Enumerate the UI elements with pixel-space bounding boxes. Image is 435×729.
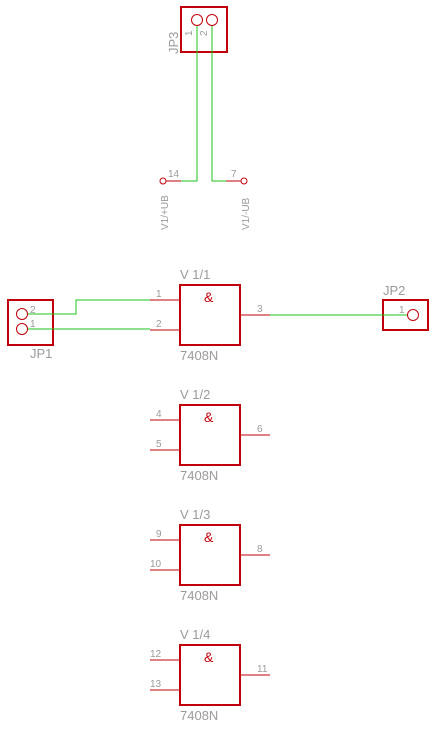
wire-jp3-vcc[interactable]	[180, 26, 198, 182]
jp3-pin-1-number: 1	[184, 30, 195, 36]
vcc-pad[interactable]	[159, 177, 167, 185]
gate-v1-1-symbol: &	[204, 289, 214, 305]
gate-v1-4-pin-in2: 13	[150, 679, 162, 690]
gate-v1-1[interactable]: & 1 2 3 V 1/1 7408N	[150, 267, 270, 363]
gate-v1-4[interactable]: & 12 13 11 V 1/4 7408N	[150, 627, 270, 723]
gnd-label: V1/-UB	[241, 197, 252, 230]
jp3-pad-1[interactable]	[191, 14, 203, 26]
power-pin-vcc[interactable]: 14 V1/+UB	[159, 169, 181, 230]
jp1-pad-2[interactable]	[16, 308, 28, 320]
gate-v1-4-name: V 1/4	[180, 627, 210, 642]
gate-v1-3-pin-in1: 9	[156, 529, 162, 540]
gate-v1-2-value: 7408N	[180, 468, 218, 483]
jp2-label: JP2	[383, 283, 405, 298]
gnd-pad[interactable]	[240, 177, 248, 185]
connector-jp2[interactable]: 1 JP2	[382, 283, 429, 331]
gate-v1-4-symbol: &	[204, 649, 214, 665]
vcc-pin-number: 14	[168, 169, 180, 180]
gate-v1-3[interactable]: & 9 10 8 V 1/3 7408N	[150, 507, 270, 603]
gate-v1-2-symbol: &	[204, 409, 214, 425]
connector-jp3[interactable]: 1 2 JP3	[166, 6, 228, 54]
gate-v1-4-value: 7408N	[180, 708, 218, 723]
gate-v1-3-symbol: &	[204, 529, 214, 545]
gate-v1-2-pin-out: 6	[257, 424, 263, 435]
jp1-label: JP1	[30, 346, 52, 361]
gate-v1-3-pin-out: 8	[257, 544, 263, 555]
gate-v1-3-value: 7408N	[180, 588, 218, 603]
jp1-pad-1[interactable]	[16, 323, 28, 335]
jp3-body	[180, 6, 228, 53]
jp2-pin-1-number: 1	[399, 305, 405, 316]
gate-v1-4-pin-out: 11	[257, 664, 268, 675]
gate-v1-1-pin-out: 3	[257, 304, 263, 315]
gate-v1-1-value: 7408N	[180, 348, 218, 363]
gate-v1-2-pin-in1: 4	[156, 409, 162, 420]
jp3-label: JP3	[166, 32, 181, 54]
gate-v1-2-pin-in2: 5	[156, 439, 162, 450]
gate-v1-1-pin-in1: 1	[156, 289, 162, 300]
gnd-pin-number: 7	[231, 169, 237, 180]
wire-jp3-gnd[interactable]	[211, 26, 226, 182]
gate-v1-2-name: V 1/2	[180, 387, 210, 402]
connector-jp1[interactable]: 2 1 JP1	[7, 299, 54, 361]
vcc-label: V1/+UB	[160, 195, 171, 230]
gate-v1-3-pin-in2: 10	[150, 559, 162, 570]
jp1-body	[7, 299, 54, 346]
jp3-pin-2-number: 2	[199, 30, 210, 36]
gate-v1-1-name: V 1/1	[180, 267, 210, 282]
jp3-pad-2[interactable]	[206, 14, 218, 26]
jp1-pin-1-number: 1	[30, 319, 36, 330]
jp2-pad-1[interactable]	[407, 309, 419, 321]
gate-v1-2[interactable]: & 4 5 6 V 1/2 7408N	[150, 387, 270, 483]
gate-v1-1-pin-in2: 2	[156, 319, 162, 330]
gate-v1-3-name: V 1/3	[180, 507, 210, 522]
power-pin-gnd[interactable]: 7 V1/-UB	[226, 169, 252, 230]
jp1-pin-2-number: 2	[30, 305, 36, 316]
wire-jp1-pin2-gate1-in1[interactable]	[28, 299, 150, 315]
gate-v1-4-pin-in1: 12	[150, 649, 162, 660]
